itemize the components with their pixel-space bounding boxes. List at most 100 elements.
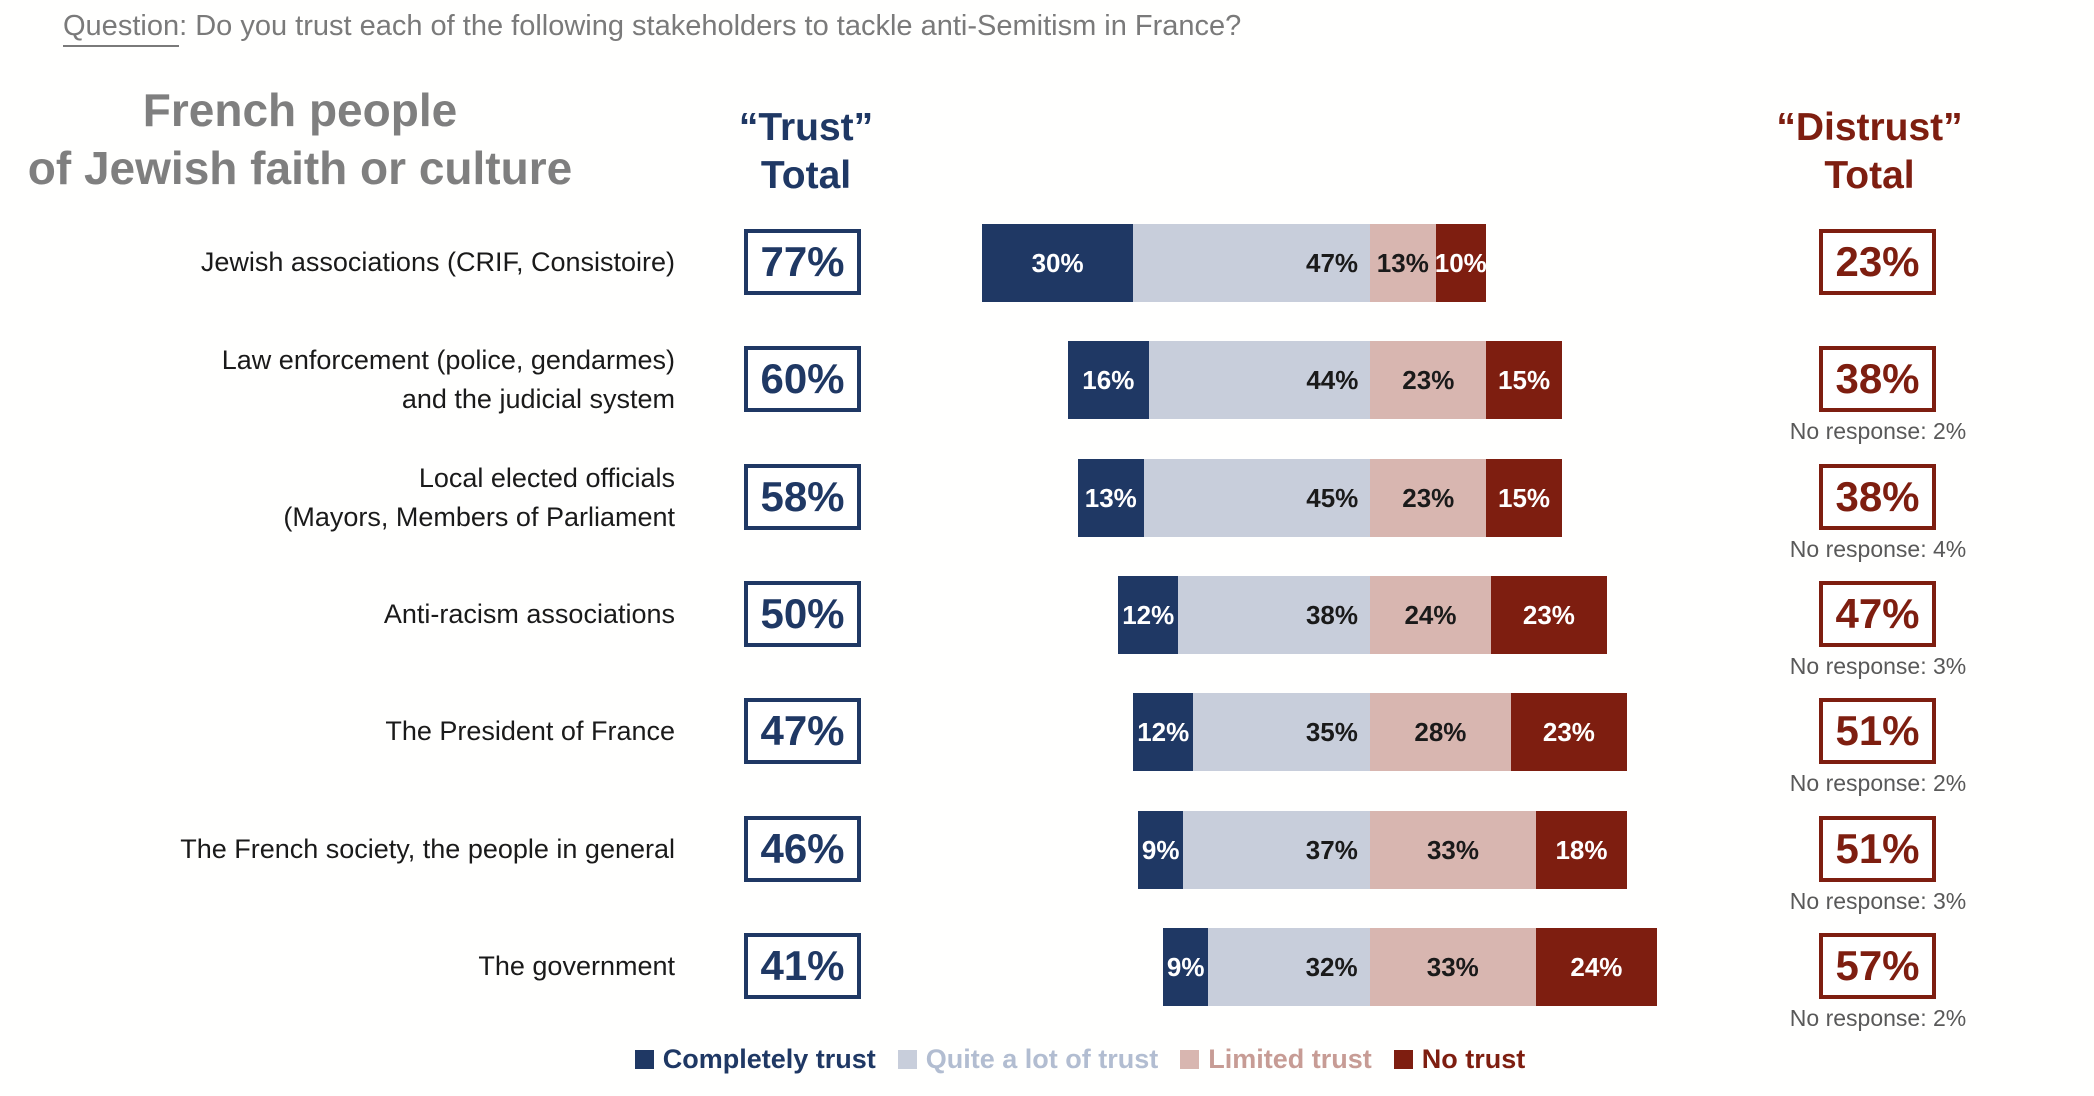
no-response-note: No response: 2% [1789, 770, 1967, 796]
bar-segment-completely-trust: 30% [982, 224, 1134, 302]
question-body: : Do you trust each of the following sta… [179, 10, 1242, 42]
row-label-line: The President of France [385, 716, 675, 747]
bar-segment-completely-trust: 9% [1163, 928, 1209, 1006]
chart-title-line1: French people [142, 84, 458, 136]
row-label-line: and the judicial system [401, 383, 675, 414]
chart-title-line2: of Jewish faith or culture [27, 141, 573, 194]
trust-total-header-line2: Total [760, 153, 852, 197]
bar-segment-no-trust: 15% [1486, 341, 1562, 419]
stacked-bar: 9% 32% 33% 24% [1163, 928, 1657, 1006]
bar-segment-quite-a-lot-of-trust: 38% [1178, 576, 1370, 654]
trust-total-box: 58% [744, 464, 861, 530]
bar-segment-limited-trust: 33% [1369, 928, 1536, 1006]
distrust-total-box: 23% [1819, 229, 1936, 295]
distrust-total-box: 57% [1819, 933, 1936, 999]
distrust-total-box: 47% [1819, 581, 1936, 647]
bar-segment-limited-trust: 23% [1370, 459, 1487, 537]
distrust-total-box: 51% [1819, 816, 1936, 882]
bar-segment-quite-a-lot-of-trust: 32% [1208, 928, 1370, 1006]
row-label-line: Anti-racism associations [383, 599, 675, 630]
trust-total-box: 47% [744, 698, 861, 764]
bar-segment-quite-a-lot-of-trust: 37% [1183, 811, 1370, 889]
legend-label: Completely trust [662, 1044, 876, 1074]
chart-row: The French society, the people in genera… [0, 791, 2094, 914]
trust-total-header: “Trust” Total [696, 104, 916, 199]
no-response-note: No response: 2% [1789, 1005, 1967, 1031]
bar-segment-completely-trust: 9% [1138, 811, 1184, 889]
bar-segment-completely-trust: 12% [1133, 693, 1194, 771]
legend-swatch-icon [634, 1050, 654, 1069]
chart-row: The President of France 47% 12% 35% 28% 23% 51… [0, 673, 2094, 796]
row-label-line: (Mayors, Members of Parliament [283, 501, 675, 532]
bar-segment-completely-trust: 16% [1068, 341, 1149, 419]
stacked-bar: 16% 44% 23% 15% [1068, 341, 1562, 419]
bar-segment-no-trust: 24% [1535, 928, 1657, 1006]
legend-label: Quite a lot of trust [925, 1044, 1159, 1074]
legend-swatch-icon [897, 1050, 917, 1069]
no-response-note: No response: 4% [1789, 536, 1967, 562]
trust-total-box: 60% [744, 346, 861, 412]
bar-segment-no-trust: 10% [1435, 224, 1487, 302]
row-label-line: Law enforcement (police, gendarmes) [221, 345, 675, 376]
bar-segment-quite-a-lot-of-trust: 44% [1148, 341, 1371, 419]
legend-item-quite-a-lot-of-trust: Quite a lot of trust [897, 1044, 1159, 1075]
chart-row: Law enforcement (police, gendarmes) and t… [0, 321, 2094, 444]
distrust-total-header: “Distrust” Total [1757, 104, 1982, 199]
bar-segment-no-trust: 15% [1486, 459, 1562, 537]
row-label-line: Local elected officials [418, 463, 675, 494]
bar-segment-limited-trust: 33% [1369, 811, 1537, 889]
legend-swatch-icon [1393, 1050, 1413, 1069]
legend-item-completely-trust: Completely trust [634, 1044, 876, 1075]
bar-segment-limited-trust: 13% [1370, 224, 1436, 302]
stacked-bar: 30% 47% 13% 10% [982, 224, 1487, 302]
legend-item-limited-trust: Limited trust [1180, 1044, 1372, 1075]
row-label: The President of France [0, 673, 675, 790]
trust-total-box: 41% [744, 933, 861, 999]
chart-row: Local elected officials (Mayors, Members … [0, 439, 2094, 562]
trust-total-box: 77% [744, 229, 861, 295]
distrust-total-header-line2: Total [1824, 153, 1915, 197]
bar-segment-completely-trust: 12% [1118, 576, 1179, 654]
no-response-note: No response: 3% [1789, 653, 1967, 679]
question-text: Question: Do you trust each of the follo… [63, 10, 1242, 47]
bar-segment-no-trust: 18% [1536, 811, 1627, 889]
distrust-total-box: 51% [1819, 698, 1936, 764]
trust-total-box: 50% [744, 581, 861, 647]
bar-segment-no-trust: 23% [1510, 693, 1627, 771]
legend-swatch-icon [1180, 1050, 1200, 1069]
row-label: Local elected officials (Mayors, Members … [0, 439, 675, 556]
no-response-note: No response: 3% [1789, 888, 1967, 914]
stacked-bar: 9% 37% 33% 18% [1138, 811, 1627, 889]
bar-segment-quite-a-lot-of-trust: 47% [1133, 224, 1371, 302]
legend: Completely trust Quite a lot of trust Limi… [66, 1044, 2094, 1075]
stacked-bar: 12% 35% 28% 23% [1133, 693, 1627, 771]
distrust-total-header-line1: “Distrust” [1776, 106, 1963, 149]
stacked-bar: 13% 45% 23% 15% [1078, 459, 1562, 537]
stacked-bar: 12% 38% 24% 23% [1118, 576, 1607, 654]
row-label: Jewish associations (CRIF, Consistoire) [0, 204, 675, 321]
bar-segment-no-trust: 23% [1490, 576, 1607, 654]
chart-title: French people of Jewish faith or culture [10, 82, 590, 198]
row-label-line: The government [478, 951, 675, 982]
row-label: Anti-racism associations [0, 556, 675, 673]
trust-total-header-line1: “Trust” [738, 106, 874, 149]
bar-segment-completely-trust: 13% [1078, 459, 1144, 537]
legend-label: Limited trust [1208, 1044, 1372, 1074]
bar-segment-quite-a-lot-of-trust: 35% [1193, 693, 1370, 771]
question-label: Question [63, 10, 180, 47]
no-response-note: No response: 2% [1789, 418, 1967, 444]
row-label-line: Jewish associations (CRIF, Consistoire) [200, 247, 675, 278]
row-label: The French society, the people in genera… [0, 791, 675, 908]
trust-total-box: 46% [744, 816, 861, 882]
bar-segment-limited-trust: 24% [1369, 576, 1491, 654]
chart-row: Anti-racism associations 50% 12% 38% 24% 23% 4… [0, 556, 2094, 679]
row-label: The government [0, 908, 675, 1025]
row-label-line: The French society, the people in genera… [180, 834, 675, 865]
distrust-total-box: 38% [1819, 346, 1936, 412]
chart-row: The government 41% 9% 32% 33% 24% 57% No respon… [0, 908, 2094, 1031]
bar-segment-limited-trust: 28% [1369, 693, 1511, 771]
legend-label: No trust [1421, 1044, 1526, 1074]
bar-segment-limited-trust: 23% [1370, 341, 1487, 419]
chart-row: Jewish associations (CRIF, Consistoire) 7… [0, 204, 2094, 321]
